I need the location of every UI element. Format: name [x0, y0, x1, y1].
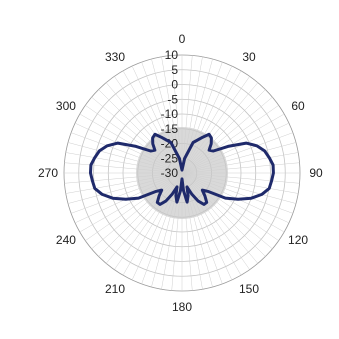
grid-spoke: [181, 172, 297, 204]
grid-spoke: [181, 62, 223, 174]
grid-spoke: [105, 82, 183, 174]
angle-label: 150: [239, 282, 259, 296]
grid-spoke: [181, 55, 193, 174]
angle-label: 300: [56, 99, 76, 113]
grid-spoke: [181, 132, 293, 174]
grid-spoke: [181, 56, 203, 174]
grid-spoke: [181, 89, 266, 174]
grid-spoke: [181, 172, 279, 241]
grid-spoke: [181, 172, 250, 270]
grid-spoke: [181, 172, 293, 214]
angle-label: 330: [105, 50, 125, 64]
grid-spoke: [67, 172, 183, 204]
angle-label: 180: [172, 300, 192, 314]
grid-spoke: [141, 62, 183, 174]
grid-spoke: [64, 162, 183, 174]
radial-label: -25: [161, 151, 179, 165]
grid-spoke: [79, 113, 183, 174]
angle-label: 210: [105, 282, 125, 296]
grid-spoke: [98, 89, 183, 174]
grid-spoke: [181, 70, 242, 174]
polar-grid: [63, 54, 301, 292]
grid-spoke: [79, 172, 183, 233]
grid-spoke: [181, 122, 290, 174]
grid-spoke: [105, 172, 183, 264]
radial-label: -30: [161, 166, 179, 180]
angle-label: 60: [291, 99, 305, 113]
grid-spoke: [71, 172, 183, 214]
grid-spoke: [181, 162, 300, 174]
grid-spoke: [122, 172, 183, 276]
grid-spoke: [181, 96, 273, 174]
grid-spoke: [64, 172, 183, 184]
grid-spoke: [85, 172, 183, 241]
radial-label: -10: [161, 107, 179, 121]
grid-spoke: [181, 113, 285, 174]
angle-axis-labels: 0 30 60 90 120 150 180 210 240 270 300 3…: [38, 32, 323, 314]
radial-label: 0: [171, 78, 178, 92]
grid-spoke: [131, 65, 183, 174]
angle-label: 30: [242, 50, 256, 64]
angle-label: 270: [38, 166, 58, 180]
angle-label: 90: [309, 166, 323, 180]
grid-spoke: [161, 56, 183, 174]
grid-spoke: [181, 172, 259, 264]
grid-spoke: [65, 172, 183, 194]
grid-spoke: [171, 55, 183, 174]
grid-spoke: [181, 172, 266, 257]
radial-label: -15: [161, 122, 179, 136]
radial-label: 10: [165, 48, 179, 62]
grid-spoke: [181, 152, 299, 174]
grid-spoke: [181, 172, 299, 194]
radial-label: 5: [171, 63, 178, 77]
grid-spoke: [91, 172, 183, 250]
grid-spoke: [181, 76, 250, 174]
grid-spoke: [114, 172, 183, 270]
grid-spoke: [67, 142, 183, 174]
grid-spoke: [122, 70, 183, 174]
grid-spoke: [71, 132, 183, 174]
angle-label: 0: [179, 32, 186, 46]
grid-spoke: [181, 142, 297, 174]
grid-spoke: [91, 96, 183, 174]
grid-spoke: [65, 152, 183, 174]
grid-spoke: [181, 172, 300, 184]
grid-spoke: [74, 122, 183, 174]
angle-label: 240: [56, 233, 76, 247]
angle-label: 120: [288, 233, 308, 247]
grid-spoke: [181, 172, 273, 250]
grid-spoke: [98, 172, 183, 257]
radial-label: -5: [167, 92, 178, 106]
grid-spoke: [181, 105, 279, 174]
grid-spoke: [181, 172, 242, 276]
grid-spoke: [114, 76, 183, 174]
series-layer: [89, 132, 275, 206]
grid-spoke: [181, 65, 233, 174]
grid-spoke: [85, 105, 183, 174]
grid-spoke: [181, 82, 259, 174]
series-line: [89, 132, 275, 206]
grid-spoke: [181, 172, 285, 233]
